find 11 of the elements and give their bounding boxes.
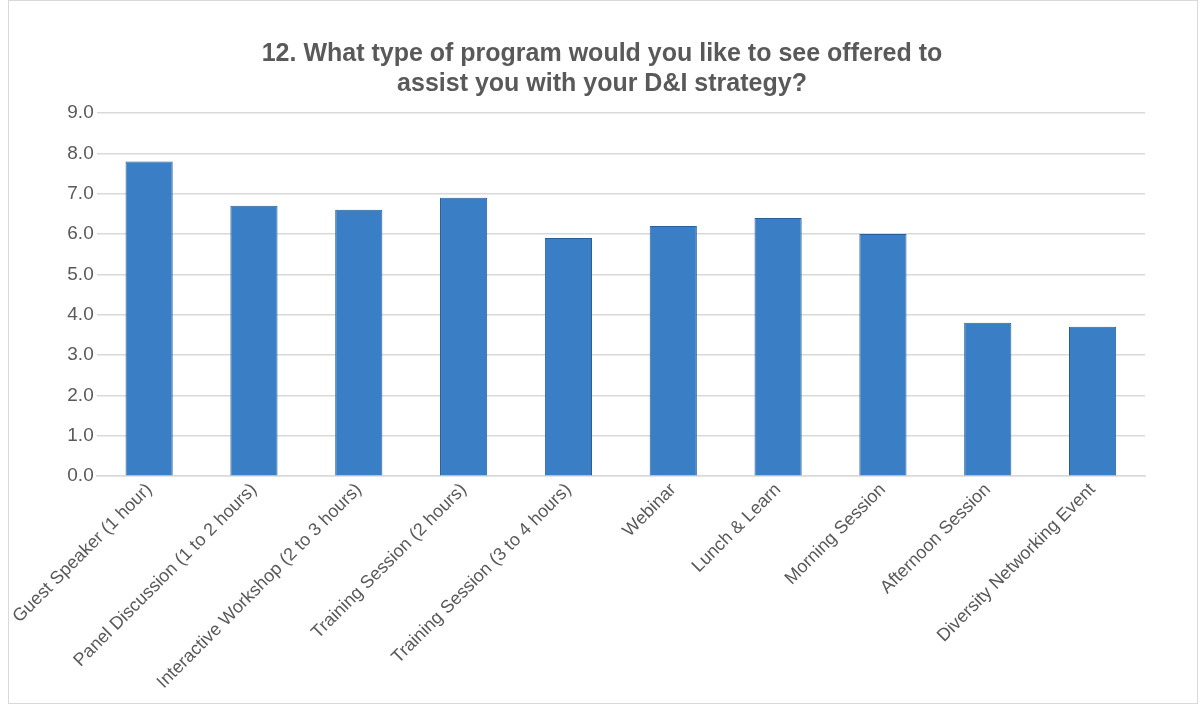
y-tick-label: 0.0: [67, 464, 94, 486]
y-tick-label: 6.0: [67, 222, 94, 244]
y-tick-label: 7.0: [67, 181, 94, 203]
y-tick-label: 1.0: [67, 424, 94, 446]
y-tick-label: 8.0: [67, 141, 94, 163]
y-tick-label: 5.0: [67, 262, 94, 284]
y-tick-label: 9.0: [67, 101, 94, 123]
y-tick-label: 2.0: [67, 383, 94, 405]
y-tick-label: 4.0: [67, 303, 94, 324]
y-tick-label: 3.0: [67, 343, 94, 365]
chart-title: 12. What type of program would you like to see offered to assist you with your D&I strategy?: [261, 37, 943, 96]
